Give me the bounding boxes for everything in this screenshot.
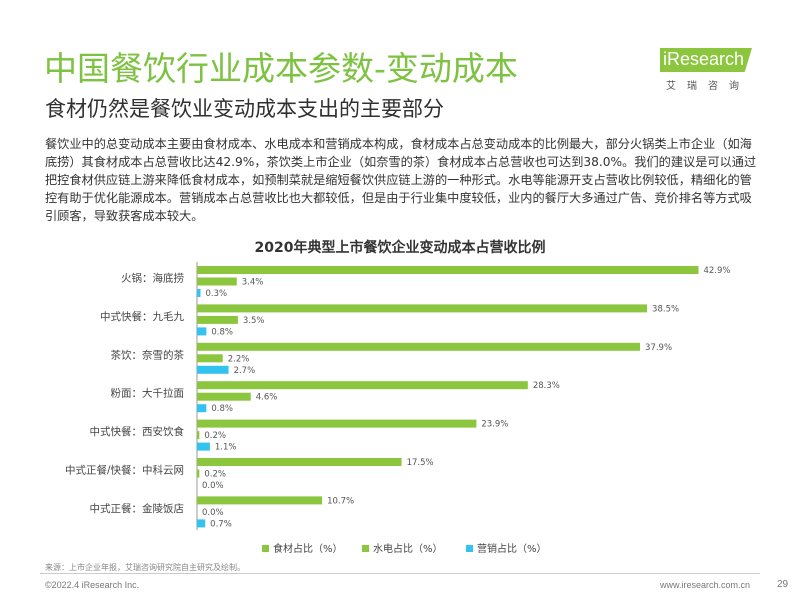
data-label: 28.3% [533, 381, 560, 391]
data-label: 17.5% [407, 458, 434, 468]
page-number: 29 [777, 579, 789, 590]
data-label: 0.3% [206, 289, 228, 299]
data-label: 3.5% [243, 316, 265, 326]
data-label: 0.8% [211, 404, 233, 414]
bar-food [197, 381, 528, 390]
bar-food [197, 458, 402, 466]
data-label: 4.6% [256, 393, 278, 403]
category-label: 粉面：大千拉面 [111, 387, 185, 400]
data-label: 1.1% [215, 443, 237, 453]
data-label: 10.7% [327, 496, 354, 506]
copyright: ©2022.4 iResearch Inc. [45, 580, 140, 590]
bar-utility [197, 315, 238, 324]
bar-utility [197, 392, 251, 401]
category-label: 中式快餐：九毛九 [100, 310, 184, 323]
bar-utility [197, 431, 200, 440]
legend-label: 食材占比（%） [273, 542, 343, 555]
data-label: 42.9% [703, 266, 730, 276]
data-label: 3.4% [242, 278, 264, 288]
chart-legend: 食材占比（%） 水电占比（%） 营销占比（%） [262, 542, 547, 555]
category-label: 茶饮：奈雪的茶 [111, 348, 185, 361]
iresearch-logo: iResearch 艾瑞咨询 [660, 40, 760, 100]
chart-body: 火锅：海底捞 42.9% 3.4% 0.3% 中式快餐：九毛九 38.5% 3.5% 0.8%… [65, 262, 731, 530]
legend-swatch [262, 545, 269, 552]
bar-utility [197, 277, 237, 286]
legend-swatch [466, 545, 473, 552]
data-label: 37.9% [645, 343, 672, 353]
bar-food [197, 266, 699, 274]
data-label: 0.8% [211, 327, 233, 337]
bar-marketing [197, 519, 206, 528]
bar-utility [197, 469, 200, 478]
legend-swatch [362, 545, 369, 552]
data-label: 0.7% [210, 519, 232, 529]
bar-marketing [197, 365, 229, 374]
category-label: 中式正餐/快餐：中科云网 [65, 464, 184, 477]
logo-badge [660, 48, 752, 72]
data-label: 0.2% [204, 431, 226, 441]
footer-divider [40, 573, 760, 574]
data-label: 0.0% [202, 481, 224, 491]
website-link[interactable]: www.iresearch.com.cn [660, 580, 751, 590]
data-label: 2.2% [228, 354, 250, 364]
legend-label: 营销占比（%） [477, 542, 547, 555]
category-label: 中式正餐：金陵饭店 [90, 502, 185, 515]
bar-marketing [197, 289, 201, 297]
data-label: 38.5% [652, 304, 679, 314]
category-label: 火锅：海底捞 [121, 272, 184, 285]
bar-food [197, 496, 323, 505]
bar-food [197, 304, 648, 313]
body-text: 餐饮业中的总变动成本主要由食材成本、水电成本和营销成本构成，食材成本占总变动成本… [45, 135, 760, 225]
body-paragraph: 餐饮业中的总变动成本主要由食材成本、水电成本和营销成本构成，食材成本占总变动成本… [45, 137, 757, 223]
source-note: 来源：上市企业年报，艾瑞咨询研究院自主研究及绘制。 [45, 563, 245, 572]
page-subtitle: 食材仍然是餐饮业变动成本支出的主要部分 [45, 97, 444, 121]
category-label: 中式快餐：西安饮食 [90, 425, 185, 438]
logo-cn-text: 艾瑞咨询 [666, 81, 750, 92]
chart-title: 2020年典型上市餐饮企业变动成本占营收比例 [255, 239, 546, 256]
bar-marketing [197, 404, 207, 413]
data-label: 0.2% [204, 470, 226, 480]
legend-label: 水电占比（%） [373, 542, 443, 555]
logo-text: iResearch [663, 49, 745, 69]
data-label: 2.7% [234, 366, 256, 376]
data-label: 0.0% [202, 508, 224, 518]
bar-marketing [197, 327, 207, 336]
data-label: 23.9% [481, 420, 508, 430]
bar-utility [197, 354, 223, 363]
bar-food [197, 419, 477, 428]
bar-marketing [197, 442, 210, 451]
bar-food [197, 342, 641, 351]
page-title: 中国餐饮行业成本参数-变动成本 [44, 49, 518, 88]
